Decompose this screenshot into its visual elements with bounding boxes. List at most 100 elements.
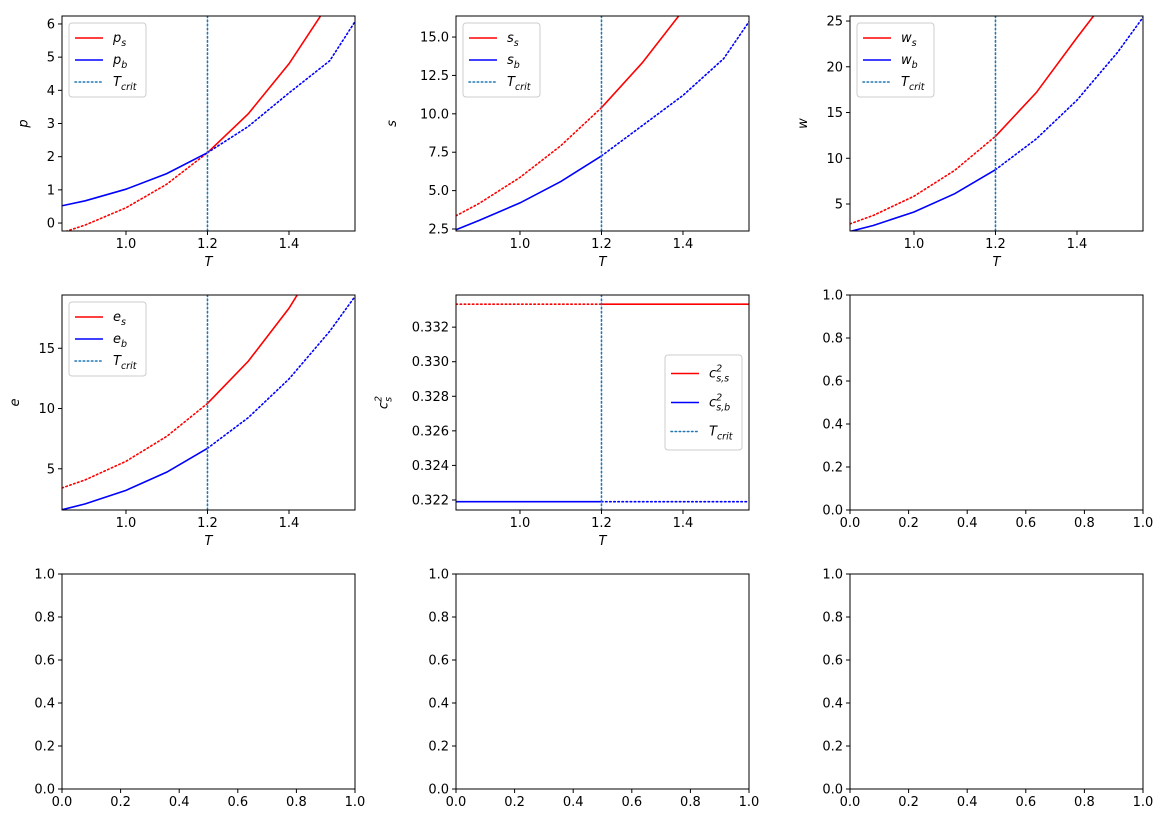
y-tick-label: 0.4 — [822, 697, 843, 712]
x-tick-label: 1.4 — [1067, 237, 1088, 252]
legend-label: ss — [507, 31, 519, 49]
series-line — [850, 135, 997, 225]
legend: es eb Tcrit — [68, 301, 147, 377]
y-tick-label: 5.0 — [428, 184, 449, 199]
series-line — [62, 447, 208, 510]
x-tick-label: 1.0 — [1133, 516, 1154, 531]
x-tick-label: 0.8 — [680, 795, 701, 810]
series-line — [600, 16, 680, 109]
y-tick-label: 0.8 — [428, 611, 449, 626]
axes-frame — [61, 573, 356, 790]
y-tick-label: 0.322 — [412, 493, 449, 508]
legend-label: pb — [112, 53, 127, 71]
x-tick-label: 0.2 — [898, 516, 919, 531]
x-tick-label: 0.0 — [446, 795, 467, 810]
y-tick-label: 1 — [47, 183, 55, 198]
y-tick-label: 12.5 — [420, 69, 449, 84]
subplot: 0.0 0.2 0.4 0.6 0.8 1.0 0.0 0.2 0.4 0.6 0.8 1.0 — [34, 568, 365, 811]
y-tick-label: 15 — [826, 106, 843, 121]
legend: ws wb Tcrit — [856, 22, 935, 98]
x-tick-label: 1.0 — [510, 237, 531, 252]
x-tick-label: 1.0 — [510, 516, 531, 531]
x-axis-label: T — [599, 534, 608, 549]
subplot: 1.0 1.2 1.4 0.322 0.324 0.326 0.328 0.330 0.332 T… — [374, 294, 750, 549]
y-tick-label: 15 — [38, 342, 55, 357]
y-tick-label: 0.6 — [428, 654, 449, 669]
y-axis-label: e — [8, 399, 23, 407]
legend-label: Tcrit — [901, 75, 926, 93]
x-tick-label: 0.6 — [1015, 795, 1036, 810]
y-tick-label: 5 — [835, 198, 843, 213]
series-line — [206, 295, 299, 405]
legend-label: es — [113, 310, 126, 328]
y-axis-label: c2s — [374, 396, 395, 409]
x-tick-label: 1.0 — [904, 237, 925, 252]
series-line — [456, 155, 602, 231]
subplot: 0.0 0.2 0.4 0.6 0.8 1.0 0.0 0.2 0.4 0.6 0.8 1.0 — [428, 568, 759, 811]
axes-frame — [849, 573, 1144, 790]
y-tick-label: 2.5 — [428, 223, 449, 238]
y-tick-label: 0.0 — [428, 783, 449, 798]
legend-box — [68, 22, 147, 98]
legend-label: eb — [113, 332, 127, 350]
axes-frame — [455, 573, 750, 790]
plot-area — [456, 295, 749, 510]
legend-label: c2 s,b — [709, 393, 730, 414]
x-tick-label: 1.4 — [279, 516, 300, 531]
y-tick-label: 0.4 — [428, 697, 449, 712]
series-line — [456, 106, 603, 217]
y-tick-label: 0.8 — [34, 611, 55, 626]
x-tick-label: 0.6 — [1015, 516, 1036, 531]
subplot: 1.0 1.2 1.4 0 1 2 3 4 5 6 Tp ps pb Tcrit — [17, 15, 356, 270]
y-tick-label: 4 — [47, 84, 55, 99]
x-tick-label: 0.6 — [227, 795, 248, 810]
y-tick-label: 0.324 — [412, 459, 449, 474]
x-tick-label: 0.4 — [957, 516, 978, 531]
x-tick-label: 1.0 — [739, 795, 760, 810]
axes-frame — [455, 294, 750, 511]
x-tick-label: 0.2 — [110, 795, 131, 810]
x-tick-label: 0.2 — [504, 795, 525, 810]
x-tick-label: 0.4 — [169, 795, 190, 810]
x-tick-label: 0.4 — [563, 795, 584, 810]
subplot: 1.0 1.2 1.4 5 10 15 Te es eb Tcrit — [8, 294, 356, 549]
y-tick-label: 0.4 — [34, 697, 55, 712]
y-tick-label: 0.6 — [822, 654, 843, 669]
x-axis-label: T — [205, 255, 214, 270]
x-tick-label: 0.4 — [957, 795, 978, 810]
y-tick-label: 0.2 — [822, 740, 843, 755]
legend-box — [462, 22, 541, 98]
legend-label: Tcrit — [113, 354, 138, 372]
series-line — [206, 20, 355, 154]
y-tick-label: 25 — [826, 15, 843, 30]
x-axis-label: T — [205, 534, 214, 549]
y-tick-label: 3 — [47, 117, 55, 132]
y-tick-label: 0 — [47, 217, 55, 232]
y-tick-label: 1.0 — [428, 568, 449, 583]
plot-area — [62, 295, 355, 510]
series-line — [600, 20, 749, 157]
x-tick-label: 1.2 — [591, 516, 612, 531]
legend-box — [68, 301, 147, 377]
legend-label: c2 s,s — [709, 364, 729, 385]
y-axis-label: s — [385, 120, 400, 127]
legend: c2 s,s c2 s,b Tcrit — [664, 354, 743, 451]
x-tick-label: 1.4 — [673, 516, 694, 531]
axes-frame — [849, 15, 1144, 232]
y-tick-label: 0.2 — [822, 461, 843, 476]
legend-label: ws — [901, 31, 917, 49]
plot-area — [62, 16, 355, 231]
subplot: 1.0 1.2 1.42.55.07.510.012.515.0TssssbTcri… — [385, 15, 750, 270]
axes-frame — [849, 294, 1144, 511]
y-tick-label: 10 — [826, 152, 843, 167]
y-tick-label: 0.8 — [822, 611, 843, 626]
y-axis-label: p — [17, 119, 32, 128]
y-tick-label: 0.6 — [822, 375, 843, 390]
y-tick-label: 5 — [47, 51, 55, 66]
x-tick-label: 0.6 — [621, 795, 642, 810]
y-tick-label: 0.8 — [822, 332, 843, 347]
legend-label: wb — [901, 53, 918, 71]
legend: ss sb Tcrit — [462, 22, 541, 98]
x-tick-label: 0.8 — [1074, 516, 1095, 531]
x-tick-label: 1.0 — [345, 795, 366, 810]
